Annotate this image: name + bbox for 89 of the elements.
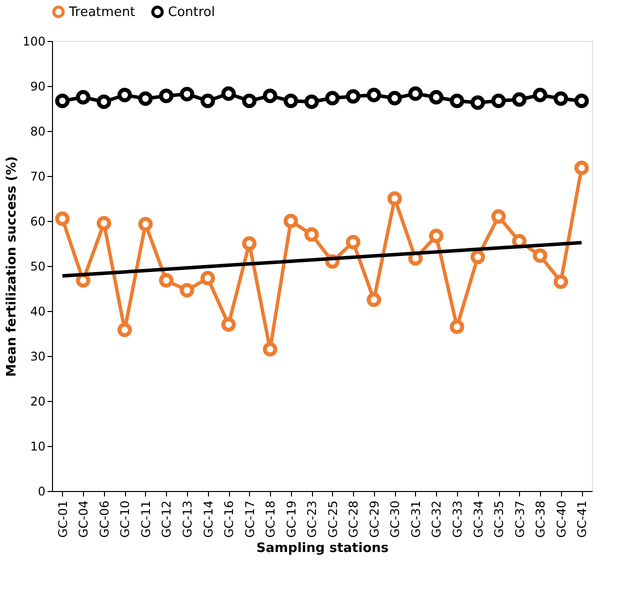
y-tick-label: 70 (30, 170, 46, 184)
point (304, 227, 319, 242)
point (242, 236, 257, 251)
point (574, 94, 589, 108)
point (408, 86, 423, 101)
point (512, 92, 527, 107)
x-tick-label: GC-28 (346, 500, 361, 538)
x-tick-label: GC-19 (284, 500, 298, 538)
y-tick-label: 20 (30, 394, 46, 408)
x-tick-label: GC-01 (56, 500, 70, 538)
x-tick-label: GC-30 (388, 500, 402, 538)
x-tick-label: GC-06 (97, 500, 112, 538)
y-tick-label: 30 (30, 350, 46, 364)
x-tick-label: GC-11 (138, 500, 153, 538)
y-tick-label: 100 (22, 34, 46, 48)
y-tick-label: 90 (30, 80, 46, 94)
point (284, 94, 298, 108)
point (138, 91, 153, 106)
point (221, 86, 236, 101)
y-axis-title: Mean fertilization success (%) (4, 156, 20, 377)
x-tick-label: GC-13 (180, 500, 194, 538)
x-tick-label: GC-04 (76, 500, 91, 538)
x-tick-label: GC-18 (264, 500, 278, 538)
point (242, 94, 257, 108)
point (117, 322, 132, 338)
point (221, 317, 236, 332)
point (346, 89, 360, 104)
point (366, 292, 382, 307)
point (262, 88, 278, 104)
y-tick-label: 60 (30, 214, 46, 228)
point (325, 90, 340, 106)
point (262, 342, 278, 356)
point (428, 90, 444, 104)
point (470, 95, 486, 110)
point (554, 91, 568, 106)
point (532, 248, 548, 263)
point (491, 209, 506, 224)
legend-label: Control (168, 4, 215, 20)
point (138, 216, 153, 232)
x-tick-label: GC-29 (367, 500, 382, 538)
x-axis-title: Sampling stations (256, 540, 389, 556)
point (200, 270, 216, 286)
x-tick-label: GC-25 (326, 500, 340, 538)
x-tick-label: GC-17 (242, 500, 257, 538)
y-tick-label: 50 (30, 260, 46, 274)
x-tick-label: GC-41 (575, 500, 590, 538)
point (76, 90, 90, 104)
point (304, 94, 319, 109)
point (428, 228, 444, 244)
x-tick-label: GC-31 (408, 500, 423, 538)
point (158, 273, 174, 288)
point (470, 250, 486, 264)
x-tick-label: GC-23 (305, 500, 320, 538)
x-tick-label: GC-35 (492, 500, 506, 538)
point (55, 212, 70, 226)
point (55, 94, 70, 108)
y-tick-label: 10 (30, 440, 46, 454)
x-tick-label: GC-16 (222, 500, 236, 538)
point (450, 320, 464, 334)
x-tick-label: GC-40 (554, 500, 568, 538)
point (346, 234, 360, 250)
x-tick-label: GC-37 (512, 500, 527, 538)
point (96, 94, 112, 109)
x-tick-label: GC-32 (430, 500, 444, 538)
x-tick-label: GC-14 (201, 500, 216, 538)
x-tick-label: GC-34 (471, 500, 486, 538)
point (158, 88, 174, 104)
y-tick-label: 80 (30, 124, 46, 138)
point (366, 88, 382, 102)
y-tick-label: 0 (38, 484, 46, 498)
legend-label: Treatment (68, 4, 136, 20)
x-tick-label: GC-10 (118, 500, 132, 538)
x-tick-label: GC-12 (160, 500, 174, 538)
x-tick-label: GC-33 (450, 500, 464, 538)
point (532, 88, 548, 102)
point (450, 94, 464, 108)
point (96, 216, 112, 230)
point (554, 274, 568, 289)
x-tick-label: GC-38 (534, 500, 548, 538)
point (200, 94, 216, 108)
point (180, 283, 194, 298)
point (491, 94, 506, 108)
point (117, 88, 132, 102)
y-tick-label: 40 (30, 304, 46, 318)
point (387, 191, 402, 206)
point (574, 160, 589, 176)
point (284, 214, 298, 228)
point (180, 86, 194, 102)
point (387, 90, 402, 106)
